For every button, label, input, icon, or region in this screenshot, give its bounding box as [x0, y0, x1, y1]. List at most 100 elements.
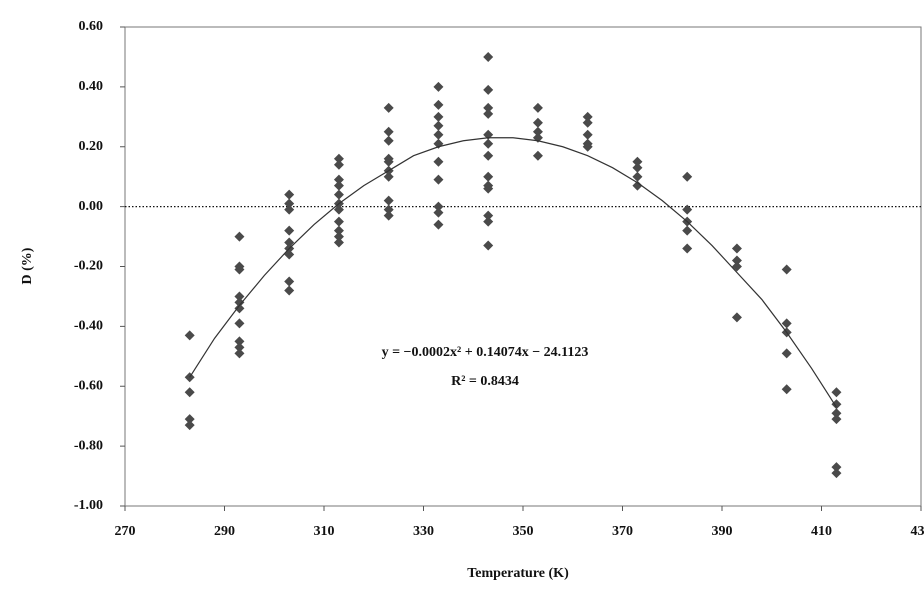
y-tick-label: 0.20	[79, 139, 104, 154]
data-point	[582, 141, 593, 152]
data-point	[433, 201, 444, 212]
data-point	[831, 468, 842, 479]
data-point	[831, 414, 842, 425]
data-point	[483, 51, 494, 62]
x-tick-label: 350	[513, 524, 534, 539]
x-tick-label: 430	[911, 524, 924, 539]
data-point	[532, 126, 543, 137]
data-point	[333, 159, 344, 170]
data-point	[483, 183, 494, 194]
data-point	[682, 204, 693, 215]
y-tick-label: 0.60	[79, 19, 104, 34]
x-axis-label: Temperature (K)	[467, 566, 569, 581]
data-point	[831, 387, 842, 398]
data-point	[582, 129, 593, 140]
data-point	[731, 255, 742, 266]
fit-curve	[189, 137, 837, 408]
data-point	[383, 171, 394, 182]
data-point	[383, 126, 394, 137]
data-point	[532, 117, 543, 128]
data-point	[333, 189, 344, 200]
data-point	[383, 204, 394, 215]
data-point	[284, 225, 295, 236]
data-point	[184, 420, 195, 431]
data-point	[234, 303, 245, 314]
data-point	[433, 207, 444, 218]
data-point	[284, 276, 295, 287]
data-point	[632, 180, 643, 191]
data-point	[383, 102, 394, 113]
data-point	[284, 189, 295, 200]
data-point	[184, 330, 195, 341]
y-tick-label: -0.40	[74, 319, 103, 334]
r-squared: R² = 0.8434	[451, 374, 519, 389]
data-point	[333, 231, 344, 242]
data-point	[433, 129, 444, 140]
data-point	[234, 291, 245, 302]
data-point	[632, 171, 643, 182]
data-point	[333, 174, 344, 185]
data-point	[731, 312, 742, 323]
data-point	[483, 138, 494, 149]
data-point	[483, 84, 494, 95]
data-point	[284, 198, 295, 209]
data-point	[433, 156, 444, 167]
data-point	[383, 210, 394, 221]
equation: y = −0.0002x² + 0.14074x − 24.1123	[382, 345, 589, 360]
data-point	[582, 111, 593, 122]
data-point	[184, 414, 195, 425]
x-tick-label: 330	[413, 524, 434, 539]
data-point	[731, 261, 742, 272]
data-point	[781, 318, 792, 329]
data-point	[284, 249, 295, 260]
data-point	[234, 318, 245, 329]
y-tick-label: -0.80	[74, 438, 103, 453]
data-point	[483, 240, 494, 251]
data-point	[483, 108, 494, 119]
data-point	[234, 336, 245, 347]
data-point	[483, 171, 494, 182]
data-point	[383, 156, 394, 167]
y-axis-label: D (%)	[20, 247, 35, 284]
data-point	[333, 216, 344, 227]
data-point	[333, 153, 344, 164]
data-point	[333, 225, 344, 236]
data-point	[433, 120, 444, 131]
data-point	[831, 399, 842, 410]
data-point	[483, 150, 494, 161]
data-point	[234, 297, 245, 308]
x-tick-label: 270	[115, 524, 136, 539]
y-tick-label: 0.40	[79, 79, 104, 94]
x-tick-label: 310	[314, 524, 335, 539]
data-point	[234, 348, 245, 359]
data-point	[781, 384, 792, 395]
data-point	[433, 99, 444, 110]
data-point	[483, 216, 494, 227]
data-point	[333, 237, 344, 248]
data-point	[483, 210, 494, 221]
x-tick-label: 390	[712, 524, 733, 539]
data-point	[731, 243, 742, 254]
data-point	[831, 408, 842, 419]
data-point	[234, 264, 245, 275]
data-point	[682, 171, 693, 182]
data-point	[682, 225, 693, 236]
y-tick-label: 0.00	[79, 199, 104, 214]
data-point	[433, 111, 444, 122]
data-point	[781, 348, 792, 359]
data-point	[333, 204, 344, 215]
data-point	[433, 81, 444, 92]
data-point	[831, 462, 842, 473]
data-point	[284, 237, 295, 248]
data-point	[383, 195, 394, 206]
data-point	[284, 204, 295, 215]
data-point	[333, 180, 344, 191]
x-tick-label: 410	[811, 524, 832, 539]
data-point	[383, 135, 394, 146]
data-point	[483, 102, 494, 113]
data-point	[632, 162, 643, 173]
data-point	[433, 174, 444, 185]
data-point	[582, 117, 593, 128]
data-point	[532, 102, 543, 113]
